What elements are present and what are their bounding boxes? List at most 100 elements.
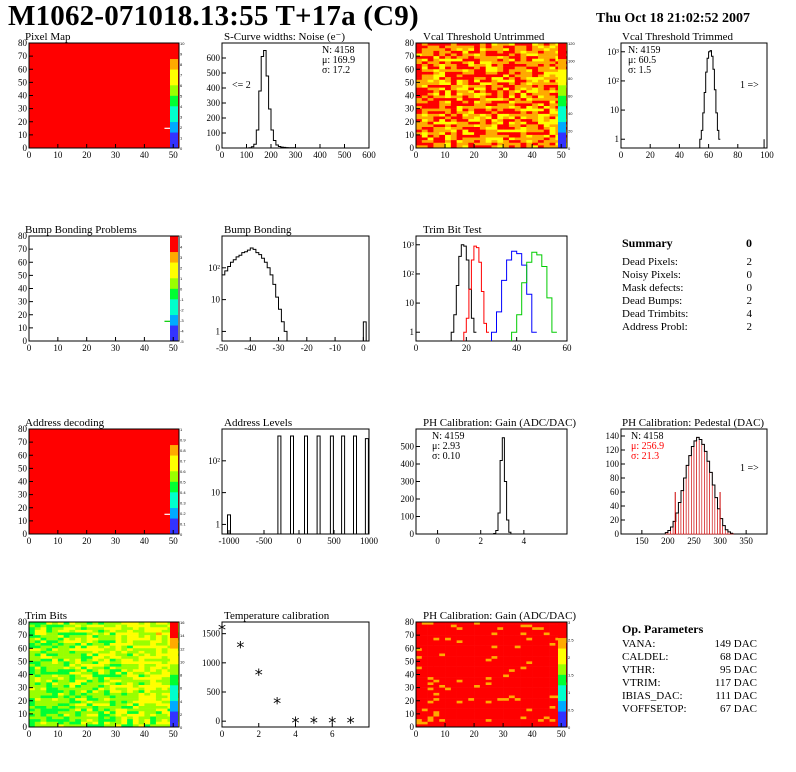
y-tick-label: 80 <box>405 617 415 627</box>
heatmap-cell <box>549 698 556 702</box>
heatmap-cell <box>479 721 486 725</box>
heatmap-cell <box>421 682 428 686</box>
heatmap-cell <box>433 140 440 144</box>
heatmap-cell <box>46 698 53 702</box>
heatmap-cell <box>29 640 36 644</box>
heatmap-cell <box>549 79 556 83</box>
pixel-map-colorbar <box>170 43 178 149</box>
heatmap-cell <box>532 45 539 49</box>
z-tick-label: 10 <box>180 659 185 664</box>
heatmap-cell <box>98 643 105 646</box>
heatmap-cell <box>520 92 527 96</box>
heatmap-cell <box>462 669 469 673</box>
heatmap-cell <box>491 622 498 625</box>
heatmap-cell <box>104 648 111 652</box>
heatmap-cell <box>127 671 134 675</box>
heatmap-cell <box>543 129 550 133</box>
heatmap-cell <box>155 687 162 691</box>
heatmap-cell <box>485 142 492 146</box>
heatmap-cell <box>63 713 70 717</box>
heatmap-cell <box>127 674 134 678</box>
heatmap-cell <box>485 64 492 67</box>
heatmap-cell <box>29 648 36 652</box>
heatmap-cell <box>92 687 99 691</box>
heatmap-cell <box>34 624 41 628</box>
heatmap-cell <box>445 669 452 673</box>
heatmap-cell <box>526 95 533 99</box>
heatmap-cell <box>46 713 53 717</box>
heatmap-cell <box>439 666 446 670</box>
heatmap-cell <box>421 664 428 667</box>
heatmap-cell <box>543 132 550 136</box>
heatmap-cell <box>52 627 59 631</box>
heatmap-cell <box>104 690 111 694</box>
heatmap-cell <box>532 666 539 670</box>
heatmap-cell <box>57 656 64 660</box>
heatmap-cell <box>462 116 469 120</box>
y-tick-label: 80 <box>18 38 28 48</box>
heatmap-cell <box>462 679 469 683</box>
heatmap-cell <box>439 69 446 73</box>
y-tick-label: 40 <box>18 477 28 487</box>
heatmap-cell <box>29 690 36 694</box>
x-tick-label: 0 <box>27 150 32 160</box>
heatmap-cell <box>80 645 87 649</box>
heatmap-cell <box>75 622 82 625</box>
x-tick-label: 0 <box>27 729 32 739</box>
heatmap-cell <box>497 69 504 73</box>
heatmap-cell <box>450 90 457 94</box>
heatmap-cell <box>468 622 475 625</box>
heatmap-cell <box>485 640 492 644</box>
heatmap-cell <box>549 74 556 78</box>
heatmap-cell <box>127 685 134 688</box>
heatmap-cell <box>421 703 428 707</box>
heatmap-cell <box>155 624 162 628</box>
heatmap-cell <box>80 629 87 633</box>
heatmap-cell <box>155 677 162 681</box>
heatmap-cell <box>537 716 545 720</box>
heatmap-cell <box>497 61 504 65</box>
heatmap-cell <box>29 713 36 717</box>
heatmap-cell <box>543 622 550 625</box>
heatmap-cell <box>450 624 457 628</box>
heatmap-cell <box>526 43 533 46</box>
heatmap-cell <box>75 650 82 654</box>
heatmap-cell <box>445 650 452 654</box>
heatmap-cell <box>63 671 70 675</box>
heatmap-cell <box>497 677 504 681</box>
heatmap-cell <box>514 721 521 725</box>
x-tick-label: 50 <box>169 150 179 160</box>
heatmap-cell <box>549 142 556 146</box>
heatmap-cell <box>115 724 122 728</box>
heatmap-cell <box>144 666 151 670</box>
heatmap-cell <box>80 721 87 725</box>
heatmap-cell <box>462 700 469 704</box>
heatmap-cell <box>514 56 521 60</box>
heatmap-cell <box>155 695 162 699</box>
y-tick-label: 60 <box>18 643 28 653</box>
heatmap-cell <box>75 656 82 660</box>
heatmap-cell <box>532 645 539 649</box>
z-tick-label: 3 <box>180 255 183 260</box>
heatmap-cell <box>514 635 521 639</box>
heatmap-cell <box>69 700 76 704</box>
heatmap-cell <box>508 721 516 725</box>
x-tick-label: 0 <box>27 343 32 353</box>
x-tick-label: 0 <box>414 150 419 160</box>
heatmap-cell <box>427 650 434 654</box>
stats-line: N: 4158 <box>322 45 355 56</box>
heatmap-cell <box>416 87 423 91</box>
heatmap-cell <box>485 66 492 70</box>
heatmap-cell <box>543 669 550 673</box>
heatmap-cell <box>127 669 134 673</box>
heatmap-cell <box>92 706 99 709</box>
heatmap-cell <box>121 640 128 644</box>
heatmap-cell <box>127 721 134 725</box>
heatmap-cell <box>109 656 116 660</box>
heatmap-cell <box>433 622 440 625</box>
heatmap-cell <box>508 669 516 673</box>
heatmap-cell <box>497 653 504 657</box>
z-tick-label: 60 <box>568 94 573 99</box>
heatmap-cell <box>421 66 428 70</box>
heatmap-cell <box>115 711 122 715</box>
